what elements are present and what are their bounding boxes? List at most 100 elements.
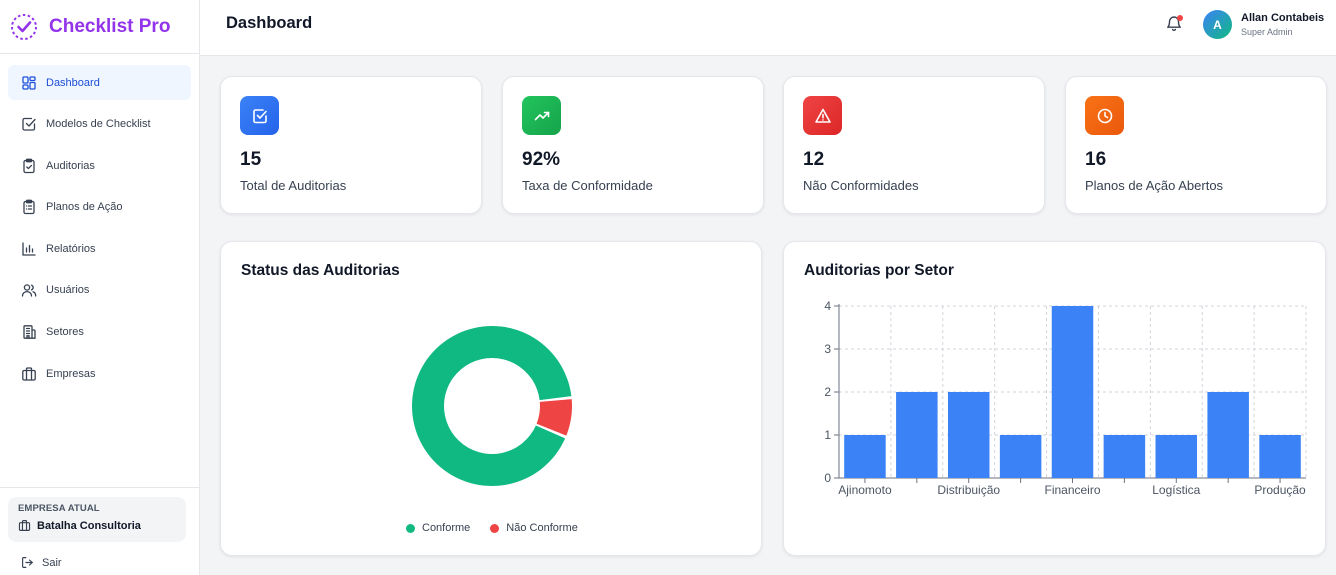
sidebar-item-label: Relatórios xyxy=(46,242,96,255)
x-tick-label: Logística xyxy=(1152,483,1200,497)
x-tick-label: Produção xyxy=(1254,483,1306,497)
legend-item-nao-conforme[interactable]: Não Conforme xyxy=(490,522,578,534)
sidebar-item-dashboard[interactable]: Dashboard xyxy=(8,65,191,100)
sidebar-item-modelos-de-checklist[interactable]: Modelos de Checklist xyxy=(8,107,191,142)
logout-button[interactable]: Sair xyxy=(21,556,199,569)
stat-value: 92% xyxy=(522,149,561,170)
sidebar-item-setores[interactable]: Setores xyxy=(8,315,191,350)
y-tick-label: 3 xyxy=(824,342,831,356)
sidebar-item-label: Dashboard xyxy=(46,76,100,89)
sidebar-footer: EMPRESA ATUAL Batalha Consultoria Sair xyxy=(0,487,199,569)
brand: Checklist Pro xyxy=(0,0,199,54)
bar[interactable] xyxy=(999,435,1042,478)
legend-swatch xyxy=(490,523,500,533)
bar[interactable] xyxy=(947,392,990,478)
stat-card-total-auditorias: 15 Total de Auditorias xyxy=(220,76,482,214)
sidebar-item-label: Auditorias xyxy=(46,159,95,172)
briefcase-icon xyxy=(20,365,37,382)
y-tick-label: 0 xyxy=(824,471,831,485)
current-company-row: Batalha Consultoria xyxy=(18,519,176,532)
sidebar-item-label: Usuários xyxy=(46,284,90,297)
legend-item-conforme[interactable]: Conforme xyxy=(406,522,470,534)
stat-value: 16 xyxy=(1085,149,1107,170)
current-company: EMPRESA ATUAL Batalha Consultoria xyxy=(8,497,186,542)
x-tick-label: Financeiro xyxy=(1044,483,1100,497)
logout-label: Sair xyxy=(42,556,62,569)
stat-card-nao-conformidades: 12 Não Conformidades xyxy=(783,76,1045,214)
checkbox-icon xyxy=(252,108,267,123)
bar[interactable] xyxy=(1051,306,1094,478)
sidebar: Checklist Pro Dashboard Modelos de Check… xyxy=(0,0,200,575)
dashboard-grid-icon xyxy=(20,74,37,91)
sidebar-item-auditorias[interactable]: Auditorias xyxy=(8,148,191,183)
stat-icon-box xyxy=(1085,96,1124,135)
checkbox-icon xyxy=(20,116,37,133)
bar[interactable] xyxy=(1103,435,1146,478)
x-tick-label: Ajinomoto xyxy=(838,483,892,497)
notifications-button[interactable] xyxy=(1165,14,1183,32)
stat-label: Planos de Ação Abertos xyxy=(1085,178,1224,193)
checklist-logo-icon xyxy=(11,13,37,40)
trending-up-icon xyxy=(534,111,549,120)
stat-icon-box xyxy=(803,96,842,135)
panel-title: Status das Auditorias xyxy=(241,262,400,279)
building-icon xyxy=(20,324,37,341)
page-title: Dashboard xyxy=(226,14,313,32)
panel-title: Auditorias por Setor xyxy=(804,262,954,279)
stat-card-planos-abertos: 16 Planos de Ação Abertos xyxy=(1065,76,1327,214)
status-auditorias-panel: Status das Auditorias Conforme Não Confo… xyxy=(220,241,762,556)
bar-chart-icon xyxy=(20,240,37,257)
sector-bar-chart: 0 1 2 3 4 Ajinomoto Distribuição Financeiro Logí… xyxy=(824,299,1307,497)
clock-icon xyxy=(1097,108,1112,123)
bar[interactable] xyxy=(896,392,938,478)
alert-triangle-icon xyxy=(814,108,831,123)
stat-label: Taxa de Conformidade xyxy=(522,178,653,193)
avatar[interactable]: A xyxy=(1203,10,1232,39)
user-name: Allan Contabeis xyxy=(1241,12,1325,24)
logout-icon xyxy=(22,557,33,568)
bar[interactable] xyxy=(1207,392,1249,478)
stat-icon-box xyxy=(240,96,279,135)
legend-swatch xyxy=(406,523,415,533)
user-role: Super Admin xyxy=(1241,27,1293,37)
y-tick-label: 1 xyxy=(824,428,831,442)
stat-value: 12 xyxy=(803,149,825,170)
current-company-caption: EMPRESA ATUAL xyxy=(18,503,100,514)
sidebar-item-label: Planos de Ação xyxy=(46,201,123,214)
clipboard-check-icon xyxy=(20,157,37,174)
sidebar-item-usuarios[interactable]: Usuários xyxy=(8,273,191,308)
stat-icon-box xyxy=(522,96,561,135)
donut-slice-nao-conforme[interactable] xyxy=(536,399,572,436)
donut-slice-conforme[interactable] xyxy=(412,325,572,486)
stat-label: Total de Auditorias xyxy=(240,178,347,193)
briefcase-icon xyxy=(18,520,31,531)
bar[interactable] xyxy=(844,435,886,478)
x-tick-label: Distribuição xyxy=(937,483,1000,497)
notification-badge xyxy=(1177,15,1183,21)
stat-value: 15 xyxy=(240,149,262,170)
sidebar-item-label: Modelos de Checklist xyxy=(46,118,151,131)
status-legend: Conforme Não Conforme xyxy=(406,522,598,534)
bell-icon xyxy=(1167,16,1181,32)
stat-card-taxa-conformidade: 92% Taxa de Conformidade xyxy=(502,76,764,214)
legend-label: Não Conforme xyxy=(506,522,578,534)
bar[interactable] xyxy=(1259,435,1301,478)
sidebar-item-empresas[interactable]: Empresas xyxy=(8,356,191,391)
app-name: Checklist Pro xyxy=(49,15,171,37)
sidebar-item-label: Setores xyxy=(46,326,84,339)
users-icon xyxy=(20,282,37,299)
current-company-name: Batalha Consultoria xyxy=(37,519,141,532)
y-tick-label: 4 xyxy=(824,299,831,313)
top-header: Dashboard A Allan Contabeis Super Admin xyxy=(200,0,1336,56)
sidebar-item-label: Empresas xyxy=(46,367,96,380)
sidebar-item-relatorios[interactable]: Relatórios xyxy=(8,231,191,266)
stat-label: Não Conformidades xyxy=(803,178,919,193)
auditorias-por-setor-panel: Auditorias por Setor 0 1 2 3 4 Ajinomoto Distr… xyxy=(783,241,1326,556)
legend-label: Conforme xyxy=(422,522,471,534)
sidebar-nav: Dashboard Modelos de Checklist Auditoria… xyxy=(0,54,199,391)
bar[interactable] xyxy=(1155,435,1198,478)
clipboard-list-icon xyxy=(20,199,37,216)
sidebar-item-planos-de-acao[interactable]: Planos de Ação xyxy=(8,190,191,225)
status-donut-chart xyxy=(412,325,572,486)
y-tick-label: 2 xyxy=(824,385,831,399)
